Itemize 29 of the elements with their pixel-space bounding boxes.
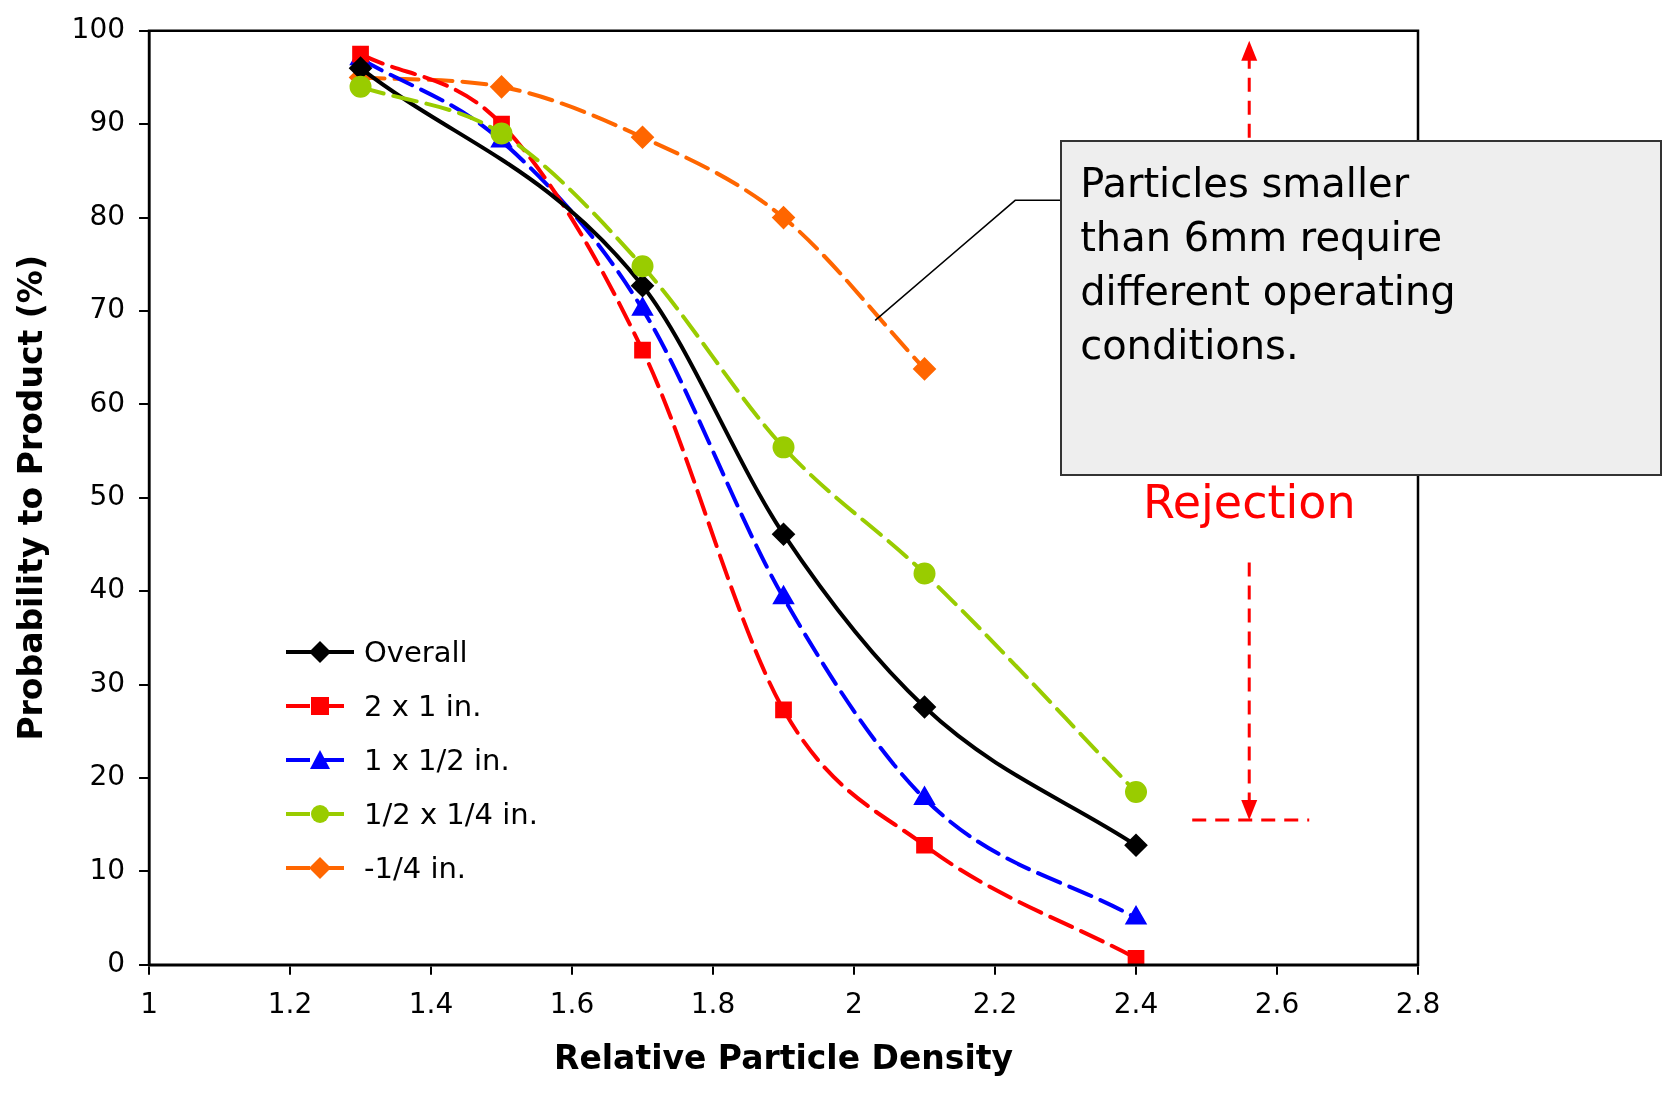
y-tick-label: 70	[89, 292, 126, 326]
x-tick-label: 1.6	[549, 986, 595, 1020]
y-tick-label: 10	[89, 852, 126, 886]
y-tick-label: 40	[89, 572, 126, 606]
legend-label: -1/4 in.	[364, 850, 467, 885]
legend-label: Overall	[364, 634, 468, 669]
y-tick-label: 80	[89, 198, 126, 232]
x-tick-label: 1.2	[267, 986, 313, 1020]
x-tick-label: 2.2	[972, 986, 1018, 1020]
x-tick-label: 2	[845, 986, 863, 1020]
x-tick-label: 1.4	[408, 986, 454, 1020]
x-tick-label: 2.6	[1254, 986, 1300, 1020]
y-axis-title: Probability to Product (%)	[11, 255, 51, 741]
y-tick-label: 100	[71, 12, 126, 46]
x-tick-label: 2.8	[1395, 986, 1441, 1020]
x-tick-label: 1	[140, 986, 158, 1020]
y-tick-label: 20	[89, 759, 126, 793]
y-tick-label: 60	[89, 385, 126, 419]
y-tick-label: 50	[89, 479, 126, 513]
y-tick-label: 90	[89, 105, 126, 139]
x-tick-label: 1.8	[690, 986, 736, 1020]
y-tick-label: 0	[107, 946, 126, 980]
legend-label: 1/2 x 1/4 in.	[364, 796, 538, 831]
legend-label: 1 x 1/2 in.	[364, 742, 510, 777]
x-axis-title: Relative Particle Density	[554, 1037, 1014, 1077]
y-tick-label: 30	[89, 665, 126, 699]
legend-label: 2 x 1 in.	[364, 688, 482, 723]
x-tick-label: 2.4	[1113, 986, 1159, 1020]
annotation: Rejection	[1142, 475, 1356, 530]
